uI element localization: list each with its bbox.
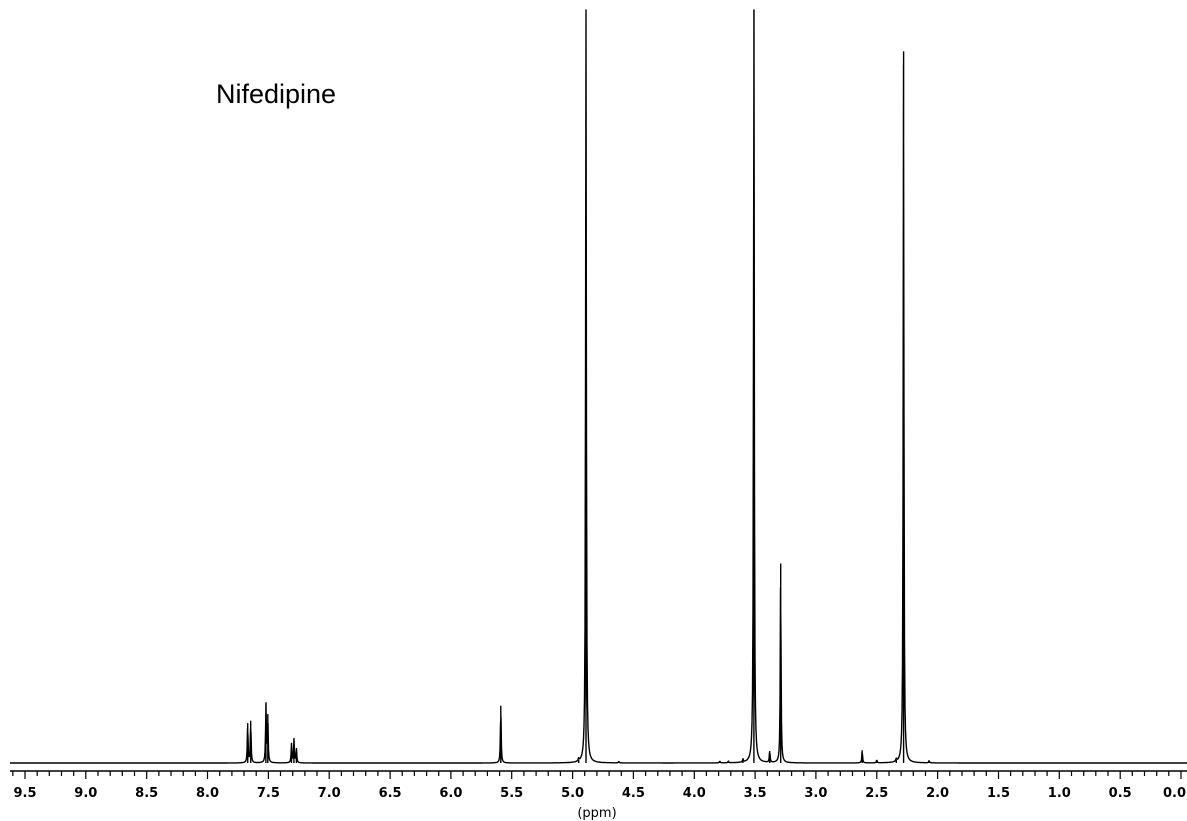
x-tick-label: 8.5 (135, 786, 158, 801)
x-tick-label: 7.0 (318, 786, 341, 801)
x-tick-label: 6.0 (439, 786, 462, 801)
x-tick-label: 8.0 (196, 786, 219, 801)
x-tick-label: 3.0 (804, 786, 827, 801)
x-tick-label: 9.5 (13, 786, 36, 801)
x-tick-label: 0.0 (1163, 786, 1186, 801)
x-tick-label: 4.5 (622, 786, 645, 801)
x-axis-ticks (12, 771, 1182, 779)
x-tick-label: 5.5 (500, 786, 523, 801)
plot-area (9, 9, 1187, 764)
x-tick-label: 2.0 (926, 786, 949, 801)
x-tick-label: 0.5 (1109, 786, 1132, 801)
spectrum-trace (9, 9, 1187, 764)
x-tick-label: 4.0 (683, 786, 706, 801)
x-tick-label: 1.0 (1048, 786, 1071, 801)
x-axis-label: (ppm) (577, 806, 616, 821)
x-tick-label: 1.5 (987, 786, 1010, 801)
x-tick-label: 5.0 (561, 786, 584, 801)
x-tick-label: 6.5 (379, 786, 402, 801)
x-tick-label: 9.0 (74, 786, 97, 801)
chart-title: Nifedipine (216, 79, 336, 109)
x-axis-tick-labels: 9.5 9.0 8.5 8.0 7.5 7.0 6.5 6.0 5.5 5.0 4.5 4.0 3.5 3… (13, 786, 1186, 801)
x-tick-label: 2.5 (865, 786, 888, 801)
x-tick-label: 7.5 (257, 786, 280, 801)
x-tick-label: 3.5 (744, 786, 767, 801)
